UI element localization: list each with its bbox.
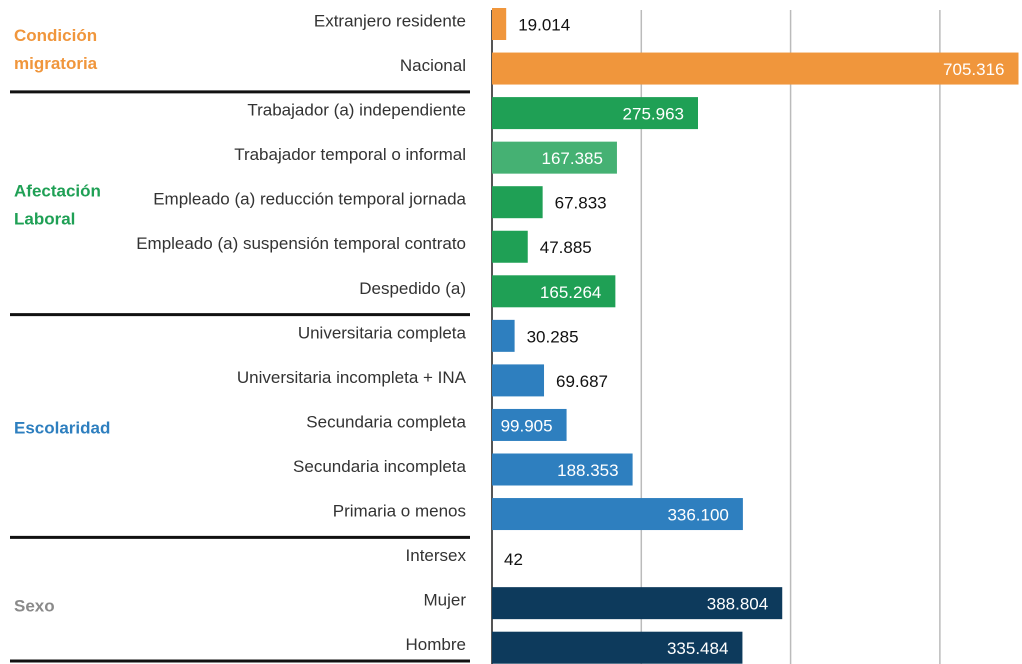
bar [492, 453, 633, 486]
value-label: 42 [504, 550, 523, 569]
bar [492, 587, 783, 620]
bar [492, 52, 1019, 85]
category-label: Intersex [406, 546, 467, 565]
bar [492, 498, 743, 531]
value-label: 165.264 [540, 283, 601, 302]
bar [492, 319, 515, 352]
group-label: Afectación [14, 182, 101, 201]
value-label: 275.963 [623, 105, 684, 124]
bar [492, 8, 507, 40]
bar [492, 408, 567, 441]
category-label: Despedido (a) [359, 279, 466, 298]
value-label: 335.484 [667, 639, 728, 658]
category-label: Primaria o menos [333, 502, 466, 521]
value-label: 188.353 [557, 461, 618, 480]
category-label: Nacional [400, 56, 466, 75]
category-label: Mujer [423, 591, 466, 610]
group-label: Laboral [14, 210, 75, 229]
group-label: Sexo [14, 597, 55, 616]
bar [492, 230, 528, 263]
value-label: 167.385 [541, 149, 602, 168]
category-label: Secundaria completa [306, 412, 466, 431]
value-label: 19.014 [518, 15, 570, 34]
value-label: 67.833 [555, 194, 607, 213]
value-label: 336.100 [667, 506, 728, 525]
value-label: 388.804 [707, 595, 768, 614]
category-label: Secundaria incompleta [293, 457, 466, 476]
bar [492, 141, 617, 174]
group-label: migratoria [14, 54, 98, 73]
category-label: Trabajador (a) independiente [247, 101, 466, 120]
value-label: 99.905 [501, 416, 553, 435]
category-label: Trabajador temporal o informal [234, 145, 466, 164]
group-label: Condición [14, 26, 97, 45]
group-label: Escolaridad [14, 418, 110, 437]
value-label: 705.316 [943, 60, 1004, 79]
category-label: Empleado (a) reducción temporal jornada [153, 190, 466, 209]
value-label: 47.885 [540, 238, 592, 257]
bar [492, 186, 543, 219]
category-label: Extranjero residente [314, 11, 466, 30]
category-label: Universitaria completa [298, 323, 467, 342]
bar [492, 97, 699, 130]
category-label: Hombre [406, 635, 466, 654]
category-label: Empleado (a) suspensión temporal contrat… [136, 234, 466, 253]
value-label: 30.285 [527, 327, 579, 346]
bar [492, 631, 743, 664]
bar [492, 275, 616, 308]
category-label: Universitaria incompleta + INA [237, 368, 467, 387]
bar [492, 364, 545, 397]
value-label: 69.687 [556, 372, 608, 391]
